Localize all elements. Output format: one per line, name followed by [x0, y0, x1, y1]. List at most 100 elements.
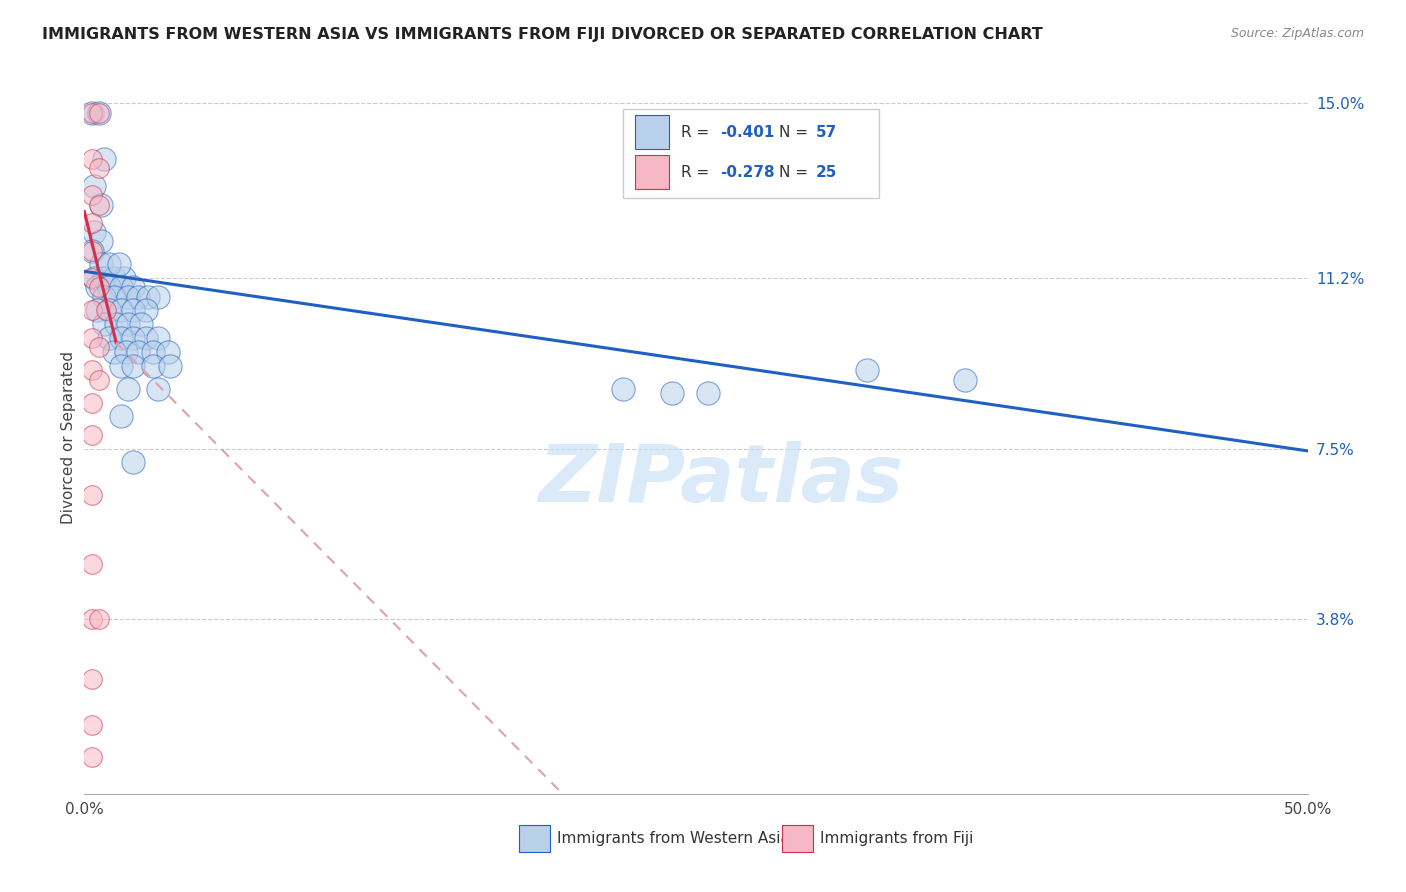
Point — [97, 331, 120, 345]
FancyBboxPatch shape — [519, 825, 550, 853]
Text: -0.401: -0.401 — [720, 125, 775, 140]
Point — [110, 359, 132, 373]
Point — [117, 290, 139, 304]
Point — [117, 318, 139, 332]
Point — [103, 271, 125, 285]
FancyBboxPatch shape — [623, 109, 880, 198]
Point — [122, 303, 145, 318]
Point — [122, 280, 145, 294]
Point — [87, 340, 110, 354]
Point — [80, 331, 103, 345]
Point — [135, 331, 157, 345]
Point — [97, 303, 120, 318]
Point — [87, 161, 110, 175]
Point — [80, 672, 103, 686]
Text: R =: R = — [682, 165, 714, 180]
Point — [87, 197, 110, 211]
Point — [93, 318, 115, 332]
Point — [80, 188, 103, 202]
Point — [142, 359, 165, 373]
Point — [87, 280, 110, 294]
Point — [80, 750, 103, 764]
Point — [122, 455, 145, 469]
Text: ZIPatlas: ZIPatlas — [538, 441, 903, 519]
Point — [80, 303, 103, 318]
Point — [96, 303, 118, 318]
Point — [112, 271, 135, 285]
Point — [117, 382, 139, 396]
FancyBboxPatch shape — [636, 115, 669, 150]
Point — [110, 303, 132, 318]
Point — [90, 257, 112, 271]
Point — [135, 303, 157, 318]
Point — [86, 303, 108, 318]
Text: N =: N = — [779, 125, 813, 140]
Point — [80, 718, 103, 732]
Point — [142, 345, 165, 359]
Point — [115, 345, 138, 359]
Y-axis label: Divorced or Separated: Divorced or Separated — [60, 351, 76, 524]
Point — [90, 235, 112, 249]
Point — [80, 105, 103, 120]
Point — [105, 318, 128, 332]
Point — [146, 382, 169, 396]
Point — [80, 244, 103, 258]
Point — [129, 318, 152, 332]
FancyBboxPatch shape — [782, 825, 814, 853]
Point — [87, 372, 110, 386]
Point — [127, 345, 149, 359]
Point — [122, 331, 145, 345]
Text: -0.278: -0.278 — [720, 165, 775, 180]
Point — [80, 395, 103, 409]
Text: Source: ZipAtlas.com: Source: ZipAtlas.com — [1230, 27, 1364, 40]
Text: 57: 57 — [815, 125, 837, 140]
Point — [93, 271, 115, 285]
Point — [93, 290, 115, 304]
Point — [159, 359, 181, 373]
Text: IMMIGRANTS FROM WESTERN ASIA VS IMMIGRANTS FROM FIJI DIVORCED OR SEPARATED CORRE: IMMIGRANTS FROM WESTERN ASIA VS IMMIGRAN… — [42, 27, 1043, 42]
Point — [80, 271, 103, 285]
Point — [122, 359, 145, 373]
Point — [110, 409, 132, 424]
Point — [83, 225, 105, 239]
Text: 25: 25 — [815, 165, 837, 180]
Point — [107, 257, 129, 271]
Point — [86, 280, 108, 294]
FancyBboxPatch shape — [636, 155, 669, 189]
Text: N =: N = — [779, 165, 813, 180]
Point — [87, 612, 110, 626]
Point — [146, 331, 169, 345]
Point — [80, 363, 103, 377]
Point — [87, 105, 110, 120]
Point — [953, 372, 976, 386]
Point — [83, 271, 105, 285]
Point — [80, 557, 103, 571]
Point — [80, 612, 103, 626]
Point — [146, 290, 169, 304]
Text: R =: R = — [682, 125, 714, 140]
Point — [110, 331, 132, 345]
Point — [103, 345, 125, 359]
Point — [90, 197, 112, 211]
Text: Immigrants from Fiji: Immigrants from Fiji — [820, 831, 973, 847]
Point — [80, 105, 103, 120]
Point — [856, 363, 879, 377]
Point — [156, 345, 179, 359]
Point — [110, 280, 132, 294]
Point — [661, 386, 683, 401]
Point — [97, 257, 120, 271]
Point — [80, 216, 103, 230]
Point — [612, 382, 634, 396]
Point — [93, 152, 115, 166]
Point — [80, 427, 103, 442]
Point — [697, 386, 720, 401]
Text: Immigrants from Western Asia: Immigrants from Western Asia — [557, 831, 789, 847]
Point — [87, 105, 110, 120]
Point — [83, 179, 105, 194]
Point — [80, 244, 103, 258]
Point — [80, 488, 103, 502]
Point — [103, 290, 125, 304]
Point — [97, 280, 120, 294]
Point — [127, 290, 149, 304]
Point — [136, 290, 159, 304]
